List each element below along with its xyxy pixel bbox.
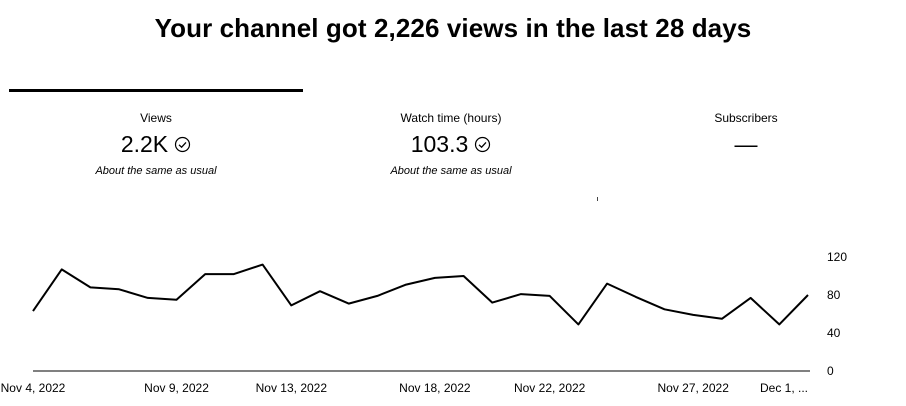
data-point[interactable] <box>690 312 696 318</box>
metric-value-subscribers: — <box>734 131 758 157</box>
data-point[interactable] <box>575 321 581 327</box>
x-axis: Nov 4, 2022 Nov 9, 2022 Nov 13, 2022 Nov 18… <box>1 381 808 395</box>
check-circle-icon <box>474 136 491 153</box>
data-point[interactable] <box>518 291 524 297</box>
x-tick-label: Nov 9, 2022 <box>144 381 209 395</box>
metric-tab-subscribers[interactable]: Subscribers — <box>626 110 866 158</box>
data-point[interactable] <box>489 300 495 306</box>
data-point[interactable] <box>30 308 36 314</box>
data-point[interactable] <box>604 281 610 287</box>
x-tick-label: Nov 27, 2022 <box>657 381 729 395</box>
data-point[interactable] <box>288 302 294 308</box>
check-circle-icon <box>174 136 191 153</box>
data-point[interactable] <box>432 275 438 281</box>
data-point[interactable] <box>374 293 380 299</box>
metric-label-watch-time: Watch time (hours) <box>400 111 502 125</box>
series-layer <box>30 262 811 327</box>
data-point[interactable] <box>461 273 467 279</box>
x-tick-label: Nov 22, 2022 <box>514 381 586 395</box>
x-tick-label: Nov 13, 2022 <box>256 381 328 395</box>
page-headline: Your channel got 2,226 views in the last… <box>154 13 752 43</box>
selected-tab-indicator <box>9 89 303 92</box>
data-point[interactable] <box>661 306 667 312</box>
data-point[interactable] <box>547 293 553 299</box>
data-point[interactable] <box>748 295 754 301</box>
data-point[interactable] <box>776 321 782 327</box>
metric-note-views: About the same as usual <box>95 165 217 177</box>
data-point[interactable] <box>260 262 266 268</box>
y-tick-label: 0 <box>827 364 834 378</box>
x-tick-label: Nov 18, 2022 <box>399 381 471 395</box>
x-tick-label: Dec 1, ... <box>760 381 808 395</box>
y-tick-label: 120 <box>827 250 847 264</box>
metric-value-views: 2.2K <box>120 131 169 157</box>
data-point[interactable] <box>633 294 639 300</box>
data-point[interactable] <box>719 316 725 322</box>
metric-value-watch-time: 103.3 <box>410 131 469 157</box>
data-point[interactable] <box>346 301 352 307</box>
metric-tab-views[interactable]: Views 2.2K About the same as usual <box>36 110 276 178</box>
data-point[interactable] <box>317 288 323 294</box>
data-point[interactable] <box>59 266 65 272</box>
metric-tab-watch-time[interactable]: Watch time (hours) 103.3 About the same … <box>331 110 571 178</box>
data-point[interactable] <box>145 295 151 301</box>
data-point[interactable] <box>403 282 409 288</box>
metric-label-subscribers: Subscribers <box>714 111 778 125</box>
data-point[interactable] <box>174 297 180 303</box>
divider-mark <box>597 197 598 201</box>
metric-label-views: Views <box>140 111 172 125</box>
metric-note-watch-time: About the same as usual <box>390 165 512 177</box>
data-point[interactable] <box>805 292 811 298</box>
data-point[interactable] <box>116 286 122 292</box>
data-point[interactable] <box>202 271 208 277</box>
y-tick-label: 40 <box>827 326 841 340</box>
data-point[interactable] <box>87 284 93 290</box>
x-tick-label: Nov 4, 2022 <box>1 381 66 395</box>
y-tick-label: 80 <box>827 288 841 302</box>
data-point[interactable] <box>231 271 237 277</box>
y-axis: 0 40 80 120 <box>827 250 847 378</box>
series-line-views <box>32 263 809 326</box>
